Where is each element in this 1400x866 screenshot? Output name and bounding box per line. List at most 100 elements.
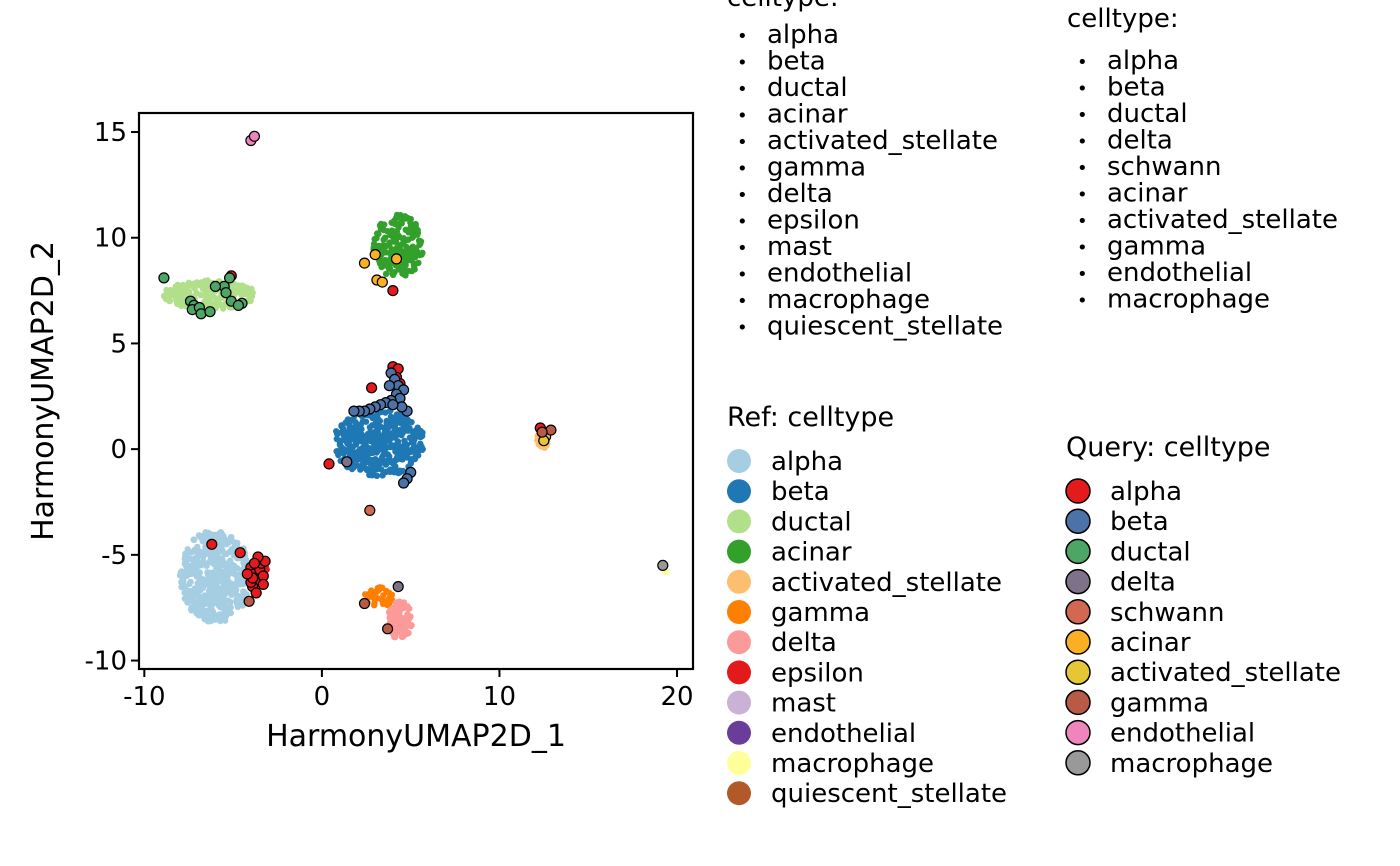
- ref-point-beta: [391, 464, 399, 471]
- ref-point-delta: [401, 604, 408, 611]
- x-tick-label: 20: [660, 682, 693, 712]
- ref-point-beta: [398, 431, 405, 439]
- ref-point-beta: [391, 422, 399, 429]
- ref-point-gamma: [387, 592, 394, 599]
- ref-point-alpha: [191, 536, 198, 543]
- query-point-acinar: [358, 257, 371, 269]
- ref-point-alpha: [216, 561, 223, 568]
- legend-bullet: •: [1077, 185, 1088, 206]
- legend-bullet: •: [1077, 264, 1088, 285]
- legend-label: delta: [1107, 126, 1173, 156]
- y-tick-label: 10: [94, 224, 127, 254]
- legend-bullet: •: [737, 318, 748, 339]
- ref-point-acinar: [382, 234, 389, 241]
- ref-point-ductal: [164, 287, 171, 294]
- ref-point-alpha: [231, 539, 238, 546]
- ref-point-delta: [400, 633, 407, 640]
- ref-point-acinar: [400, 266, 407, 273]
- legend-key: [727, 690, 751, 715]
- legend-bullet: •: [737, 132, 748, 153]
- legend-label: macrophage: [767, 285, 930, 315]
- axes: -10 0 10 20 -10 -5 0 5 10 15: [85, 118, 694, 712]
- legend-bullet: •: [1077, 291, 1088, 312]
- ref-point-alpha: [234, 576, 241, 584]
- legend-bullet: •: [737, 238, 748, 259]
- legend-title: celltype:: [727, 0, 839, 13]
- ref-point-beta: [412, 428, 420, 435]
- ref-point-acinar: [386, 239, 393, 246]
- ref-point-delta: [404, 615, 412, 622]
- ref-point-ductal: [190, 280, 197, 287]
- ref-point-beta: [380, 451, 387, 459]
- query-point-alpha: [241, 568, 253, 580]
- ref-point-acinar: [394, 244, 401, 251]
- legend-label: endothelial: [771, 719, 916, 749]
- legend-label: activated_stellate: [767, 126, 998, 156]
- legend-bullet: •: [737, 106, 748, 127]
- ref-point-acinar: [374, 230, 381, 237]
- query-point-beta: [387, 399, 399, 411]
- ref-point-beta: [369, 414, 376, 422]
- legend-label: gamma: [1107, 232, 1206, 262]
- ref-point-alpha: [216, 535, 223, 542]
- legend-label: delta: [771, 628, 837, 658]
- legend-bullet: •: [737, 212, 748, 233]
- legend-bullet: •: [737, 265, 748, 286]
- ref-point-alpha: [194, 610, 201, 618]
- legend-label: macrophage: [1110, 749, 1273, 779]
- ref-point-beta: [416, 445, 424, 452]
- query-point-acinar: [369, 249, 381, 261]
- ref-point-alpha: [228, 534, 235, 541]
- ref-point-alpha: [224, 597, 232, 604]
- legend-label: epsilon: [767, 206, 860, 236]
- ref-point-beta: [369, 422, 376, 429]
- legend-bullet: •: [1077, 79, 1088, 100]
- query-point-beta: [398, 477, 410, 489]
- ref-point-ductal: [247, 292, 254, 300]
- ref-point-alpha: [193, 566, 200, 573]
- legend-label: schwann: [1107, 152, 1221, 182]
- ref-point-acinar: [394, 214, 401, 221]
- legend-key: [1065, 750, 1091, 776]
- query-point-ductal: [209, 280, 221, 292]
- legend-label: macrophage: [771, 749, 934, 779]
- ref-point-acinar: [377, 225, 385, 233]
- legend-key: [727, 720, 751, 745]
- ref-point-acinar: [371, 243, 379, 250]
- legend-label: alpha: [767, 20, 839, 50]
- ref-point-beta: [353, 456, 361, 463]
- ref-point-beta: [398, 416, 405, 423]
- ref-point-alpha: [195, 583, 202, 590]
- query-point-alpha: [257, 578, 269, 591]
- ref-point-gamma: [371, 599, 378, 607]
- ref-point-delta: [399, 615, 406, 622]
- legend-ref: Ref: celltype alphabetaductalacinaractiva…: [727, 402, 1007, 809]
- ref-point-alpha: [207, 554, 215, 562]
- ref-point-delta: [403, 620, 410, 628]
- ref-point-alpha: [179, 580, 186, 587]
- ref-point-acinar: [396, 220, 403, 228]
- legend-key: [1065, 629, 1091, 655]
- legend-label: acinar: [1107, 179, 1188, 209]
- legend-bullet: •: [737, 185, 748, 206]
- legend-top-right: celltype: • alpha • beta • ductal • delta • schwan…: [1067, 4, 1338, 315]
- ref-point-ductal: [169, 291, 176, 298]
- query-point-gamma: [382, 623, 394, 635]
- ref-point-beta: [387, 413, 395, 420]
- ref-point-delta: [395, 605, 403, 612]
- ref-point-alpha: [187, 555, 194, 562]
- query-point-delta: [392, 580, 404, 593]
- ref-point-alpha: [202, 599, 209, 607]
- ref-point-alpha: [209, 549, 217, 556]
- legend-bullet: •: [1077, 211, 1088, 232]
- ref-point-beta: [411, 455, 418, 463]
- ref-point-beta: [387, 468, 394, 475]
- legend-key: [727, 539, 751, 564]
- legend-label: schwann: [1110, 598, 1224, 628]
- ref-point-acinar: [412, 222, 419, 230]
- ref-point-alpha: [197, 549, 204, 556]
- ref-point-beta: [382, 424, 390, 431]
- legend-title: Ref: celltype: [727, 402, 894, 433]
- ref-point-alpha: [229, 583, 236, 591]
- y-axis-label: HarmonyUMAP2D_2: [26, 241, 61, 541]
